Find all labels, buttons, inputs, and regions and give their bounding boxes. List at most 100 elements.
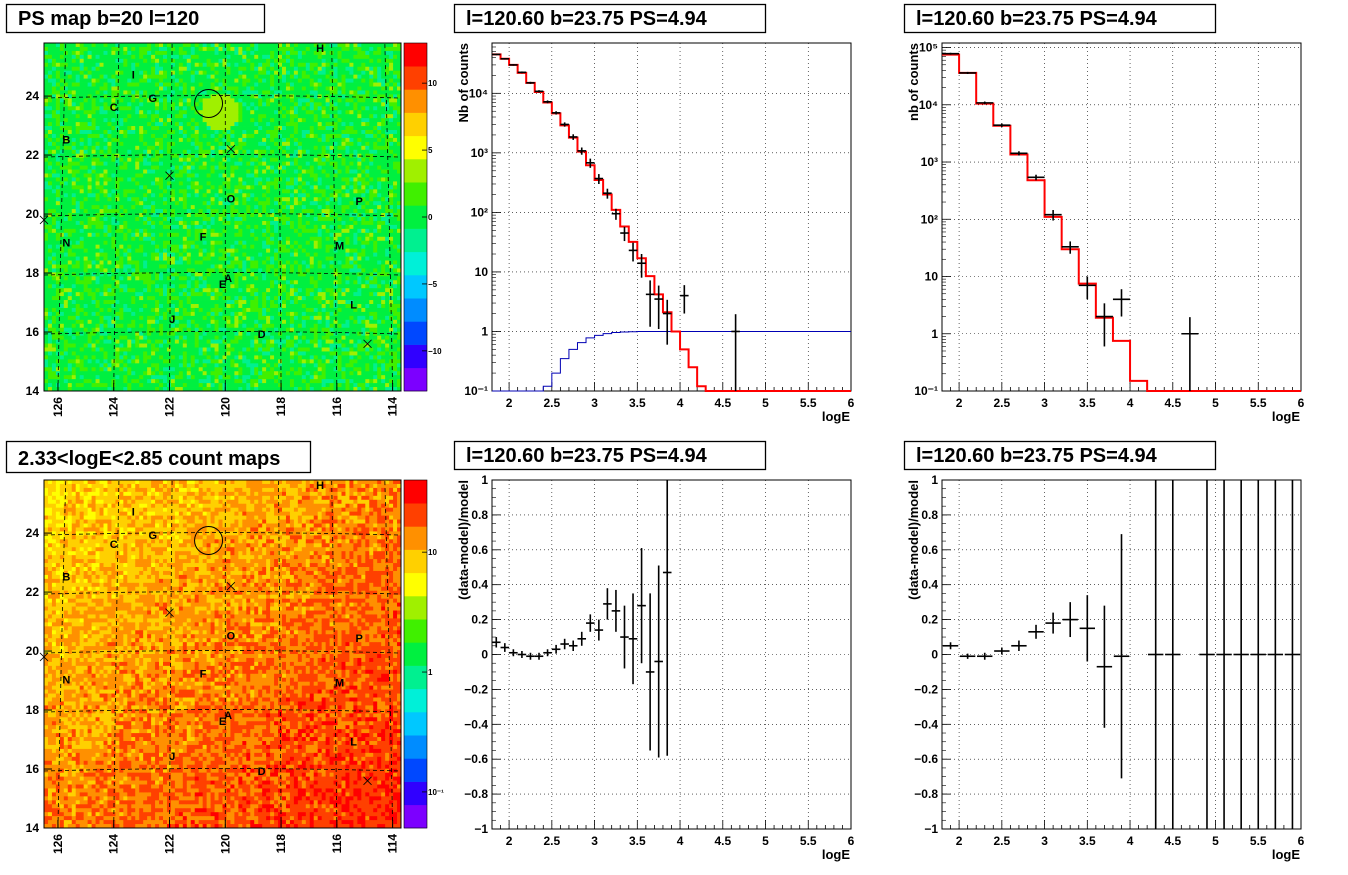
heatmap-cell — [163, 225, 167, 229]
heatmap-cell — [104, 344, 108, 348]
heatmap-cell — [119, 217, 123, 221]
heatmap-cell — [219, 142, 223, 146]
heatmap-cell — [258, 253, 262, 257]
heatmap-cell — [195, 355, 199, 359]
heatmap-cell — [52, 336, 56, 340]
heatmap-cell — [207, 268, 211, 272]
heatmap-cell — [131, 241, 135, 245]
heatmap-cell — [139, 205, 143, 209]
heatmap-cell — [76, 170, 80, 174]
heatmap-cell — [72, 379, 76, 383]
heatmap-cell — [76, 379, 80, 383]
heatmap-cell — [195, 363, 199, 367]
heatmap-cell — [56, 328, 60, 332]
heatmap-cell — [104, 114, 108, 118]
heatmap-cell — [226, 351, 230, 355]
heatmap-cell — [107, 355, 111, 359]
heatmap-cell — [242, 87, 246, 91]
heatmap-cell — [183, 308, 187, 312]
heatmap-cell — [48, 170, 52, 174]
heatmap-cell — [250, 308, 254, 312]
heatmap-cell — [215, 158, 219, 162]
heatmap-cell — [88, 98, 92, 102]
heatmap-cell — [234, 150, 238, 154]
heatmap-cell — [139, 51, 143, 55]
heatmap-cell — [88, 241, 92, 245]
heatmap-cell — [195, 383, 199, 387]
heatmap-cell — [187, 63, 191, 67]
heatmap-cell — [203, 257, 207, 261]
heatmap-cell — [76, 363, 80, 367]
heatmap-cell — [246, 47, 250, 51]
heatmap-cell — [211, 312, 215, 316]
heatmap-cell — [123, 130, 127, 134]
heatmap-cell — [127, 189, 131, 193]
heatmap-cell — [84, 87, 88, 91]
heatmap-cell — [195, 201, 199, 205]
heatmap-cell — [262, 375, 266, 379]
heatmap-cell — [211, 221, 215, 225]
heatmap-cell — [104, 55, 108, 59]
heatmap-cell — [238, 138, 242, 142]
heatmap-cell — [52, 379, 56, 383]
heatmap-cell — [131, 118, 135, 122]
heatmap-cell — [111, 316, 115, 320]
heatmap-cell — [111, 241, 115, 245]
heatmap-cell — [230, 348, 234, 352]
heatmap-cell — [258, 268, 262, 272]
heatmap-cell — [179, 67, 183, 71]
heatmap-cell — [191, 201, 195, 205]
heatmap-cell — [96, 110, 100, 114]
heatmap-cell — [44, 284, 48, 288]
heatmap-cell — [80, 174, 84, 178]
heatmap-cell — [131, 221, 135, 225]
heatmap-cell — [135, 55, 139, 59]
heatmap-cell — [171, 371, 175, 375]
heatmap-cell — [135, 233, 139, 237]
heatmap-cell — [179, 280, 183, 284]
heatmap-cell — [155, 225, 159, 229]
heatmap-cell — [80, 276, 84, 280]
heatmap-cell — [115, 288, 119, 292]
heatmap-cell — [203, 324, 207, 328]
heatmap-cell — [119, 336, 123, 340]
heatmap-cell — [258, 280, 262, 284]
heatmap-cell — [203, 225, 207, 229]
heatmap-cell — [88, 106, 92, 110]
heatmap-cell — [139, 79, 143, 83]
heatmap-cell — [242, 264, 246, 268]
heatmap-cell — [44, 47, 48, 51]
heatmap-cell — [139, 114, 143, 118]
heatmap-cell — [215, 367, 219, 371]
heatmap-cell — [211, 94, 215, 98]
heatmap-cell — [143, 221, 147, 225]
heatmap-cell — [266, 229, 270, 233]
heatmap-cell — [72, 90, 76, 94]
heatmap-cell — [167, 126, 171, 130]
heatmap-cell — [234, 276, 238, 280]
heatmap-cell — [250, 288, 254, 292]
heatmap-cell — [159, 90, 163, 94]
heatmap-cell — [76, 264, 80, 268]
heatmap-cell — [147, 166, 151, 170]
heatmap-cell — [123, 71, 127, 75]
heatmap-cell — [226, 158, 230, 162]
heatmap-cell — [104, 237, 108, 241]
heatmap-cell — [234, 87, 238, 91]
heatmap-cell — [219, 177, 223, 181]
heatmap-cell — [123, 122, 127, 126]
heatmap-cell — [131, 348, 135, 352]
heatmap-cell — [48, 257, 52, 261]
heatmap-cell — [64, 193, 68, 197]
heatmap-cell — [107, 217, 111, 221]
heatmap-cell — [167, 67, 171, 71]
heatmap-cell — [123, 304, 127, 308]
heatmap-cell — [226, 122, 230, 126]
heatmap-cell — [119, 371, 123, 375]
heatmap-cell — [179, 158, 183, 162]
heatmap-cell — [230, 264, 234, 268]
heatmap-cell — [175, 59, 179, 63]
heatmap-cell — [238, 264, 242, 268]
heatmap-cell — [104, 284, 108, 288]
heatmap-cell — [56, 59, 60, 63]
